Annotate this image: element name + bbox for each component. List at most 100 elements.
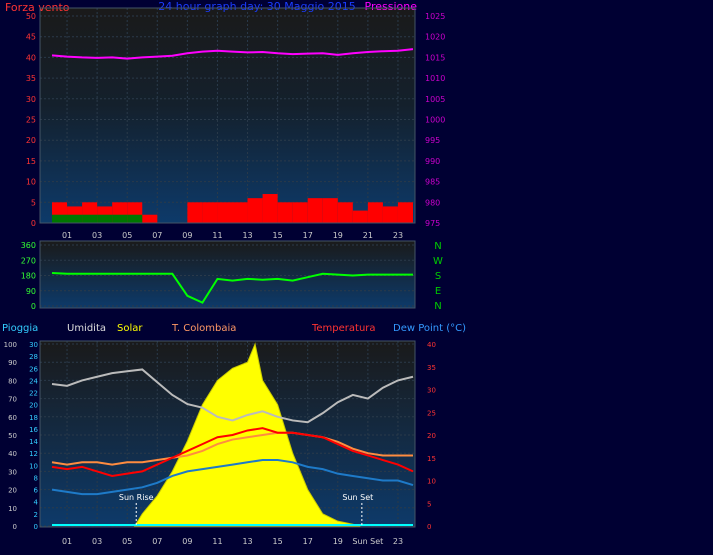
t-colombaia-line xyxy=(51,431,413,466)
tick-label-wind: 30 xyxy=(26,95,36,104)
tick-label-pressure: 995 xyxy=(425,136,440,145)
direction-line xyxy=(51,271,413,304)
tick-label-hour: 23 xyxy=(393,231,403,240)
temperature-line xyxy=(51,427,414,477)
tick-label-wind: 50 xyxy=(26,12,36,21)
tick-label-hour: 19 xyxy=(333,537,343,546)
wind-bar xyxy=(232,202,248,223)
tick-label-umidita: 16 xyxy=(29,426,38,434)
tick-label-umidita: 8 xyxy=(34,474,38,482)
tick-label-pioggia: 10 xyxy=(8,505,17,513)
wind-bar xyxy=(262,194,278,223)
tick-label-pioggia: 0 xyxy=(13,523,17,531)
tick-label-hour: 15 xyxy=(273,231,283,240)
tick-label-umidita: 12 xyxy=(29,450,38,458)
legend-station: T. Colombaia xyxy=(171,323,236,334)
tick-label-hour: 23 xyxy=(393,537,403,546)
wind-bar xyxy=(142,214,158,223)
compass-label: N xyxy=(434,241,441,252)
tick-label-hour: 15 xyxy=(273,537,283,546)
plot-area-wind xyxy=(40,8,415,223)
compass-label: W xyxy=(433,256,443,267)
sunset-label: Sun Set xyxy=(342,493,373,502)
tick-label-hour: 01 xyxy=(62,537,72,546)
tick-label-temp: 10 xyxy=(427,478,436,486)
tick-label-wind: 35 xyxy=(26,74,36,83)
tick-label-pioggia: 30 xyxy=(8,468,17,476)
tick-label-pioggia: 60 xyxy=(8,414,17,422)
tick-label-direction: 270 xyxy=(21,256,36,265)
tick-label-temp: 40 xyxy=(427,341,436,349)
tick-label-hour: 17 xyxy=(303,231,313,240)
tick-label-umidita: 22 xyxy=(29,390,38,398)
wind-avg-bar xyxy=(127,214,143,223)
wind-avg-bar xyxy=(67,214,83,223)
tick-label-pioggia: 80 xyxy=(8,377,17,385)
tick-label-umidita: 20 xyxy=(29,402,38,410)
tick-label-hour: Sun Set xyxy=(352,537,383,546)
pressure-line xyxy=(51,48,414,60)
plot-border xyxy=(39,240,416,309)
wind-bar xyxy=(187,202,203,223)
wind-bar xyxy=(337,202,353,223)
tick-label-pioggia: 100 xyxy=(4,341,17,349)
tick-label-hour: 11 xyxy=(212,231,222,240)
tick-label-pressure: 1010 xyxy=(425,74,445,83)
tick-label-temp: 0 xyxy=(427,523,431,531)
wind-bar xyxy=(397,202,413,223)
tick-label-hour: 03 xyxy=(92,231,102,240)
tick-label-hour: 01 xyxy=(62,231,72,240)
tick-label-pioggia: 90 xyxy=(8,359,17,367)
tick-label-umidita: 30 xyxy=(29,341,38,349)
tick-label-hour: 05 xyxy=(122,231,132,240)
tick-label-hour: 13 xyxy=(242,537,252,546)
tick-label-pressure: 990 xyxy=(425,157,440,166)
tick-label-umidita: 28 xyxy=(29,353,38,361)
tick-label-wind: 25 xyxy=(26,116,36,125)
tick-label-hour: 19 xyxy=(333,231,343,240)
tick-label-umidita: 6 xyxy=(34,487,39,495)
header-center-title: 24 hour graph day: 30 Maggio 2015 xyxy=(158,0,355,13)
tick-label-umidita: 4 xyxy=(34,499,39,507)
tick-label-hour: 07 xyxy=(152,537,162,546)
tick-label-pressure: 1020 xyxy=(425,33,445,42)
tick-label-umidita: 10 xyxy=(29,462,38,470)
tick-label-wind: 15 xyxy=(26,157,36,166)
tick-label-wind: 0 xyxy=(31,219,36,228)
tick-label-wind: 45 xyxy=(26,33,36,42)
wind-avg-bar xyxy=(112,214,128,223)
tick-label-direction: 0 xyxy=(31,302,36,311)
tick-label-temp: 35 xyxy=(427,364,436,372)
legend-umidita: Umidita xyxy=(67,323,106,334)
legend-temperatura: Temperatura xyxy=(311,323,376,334)
tick-label-pioggia: 50 xyxy=(8,432,17,440)
sunrise-label: Sun Rise xyxy=(119,493,154,502)
wind-bar xyxy=(322,198,338,223)
tick-label-temp: 5 xyxy=(427,500,431,508)
tick-label-hour: 13 xyxy=(242,231,252,240)
solar-area xyxy=(133,342,361,527)
wind-avg-bar xyxy=(97,214,113,223)
tick-label-umidita: 26 xyxy=(29,365,38,373)
compass-label: S xyxy=(435,271,441,282)
compass-label: N xyxy=(434,301,441,312)
tick-label-pioggia: 20 xyxy=(8,487,17,495)
tick-label-umidita: 0 xyxy=(34,523,38,531)
tick-label-hour: 07 xyxy=(152,231,162,240)
tick-label-hour: 21 xyxy=(363,231,373,240)
tick-label-temp: 25 xyxy=(427,409,436,417)
tick-label-wind: 10 xyxy=(26,178,36,187)
tick-label-wind: 20 xyxy=(26,136,36,145)
wind-bar xyxy=(277,202,293,223)
tick-label-pressure: 1015 xyxy=(425,53,445,62)
tick-label-direction: 180 xyxy=(21,272,36,281)
legend-pioggia: Pioggia xyxy=(2,323,38,334)
tick-label-wind: 40 xyxy=(26,53,36,62)
tick-label-direction: 90 xyxy=(26,287,36,296)
tick-label-pioggia: 70 xyxy=(8,396,17,404)
tick-label-temp: 20 xyxy=(427,432,436,440)
legend-solar: Solar xyxy=(117,323,143,334)
dewpoint-line xyxy=(51,459,414,496)
